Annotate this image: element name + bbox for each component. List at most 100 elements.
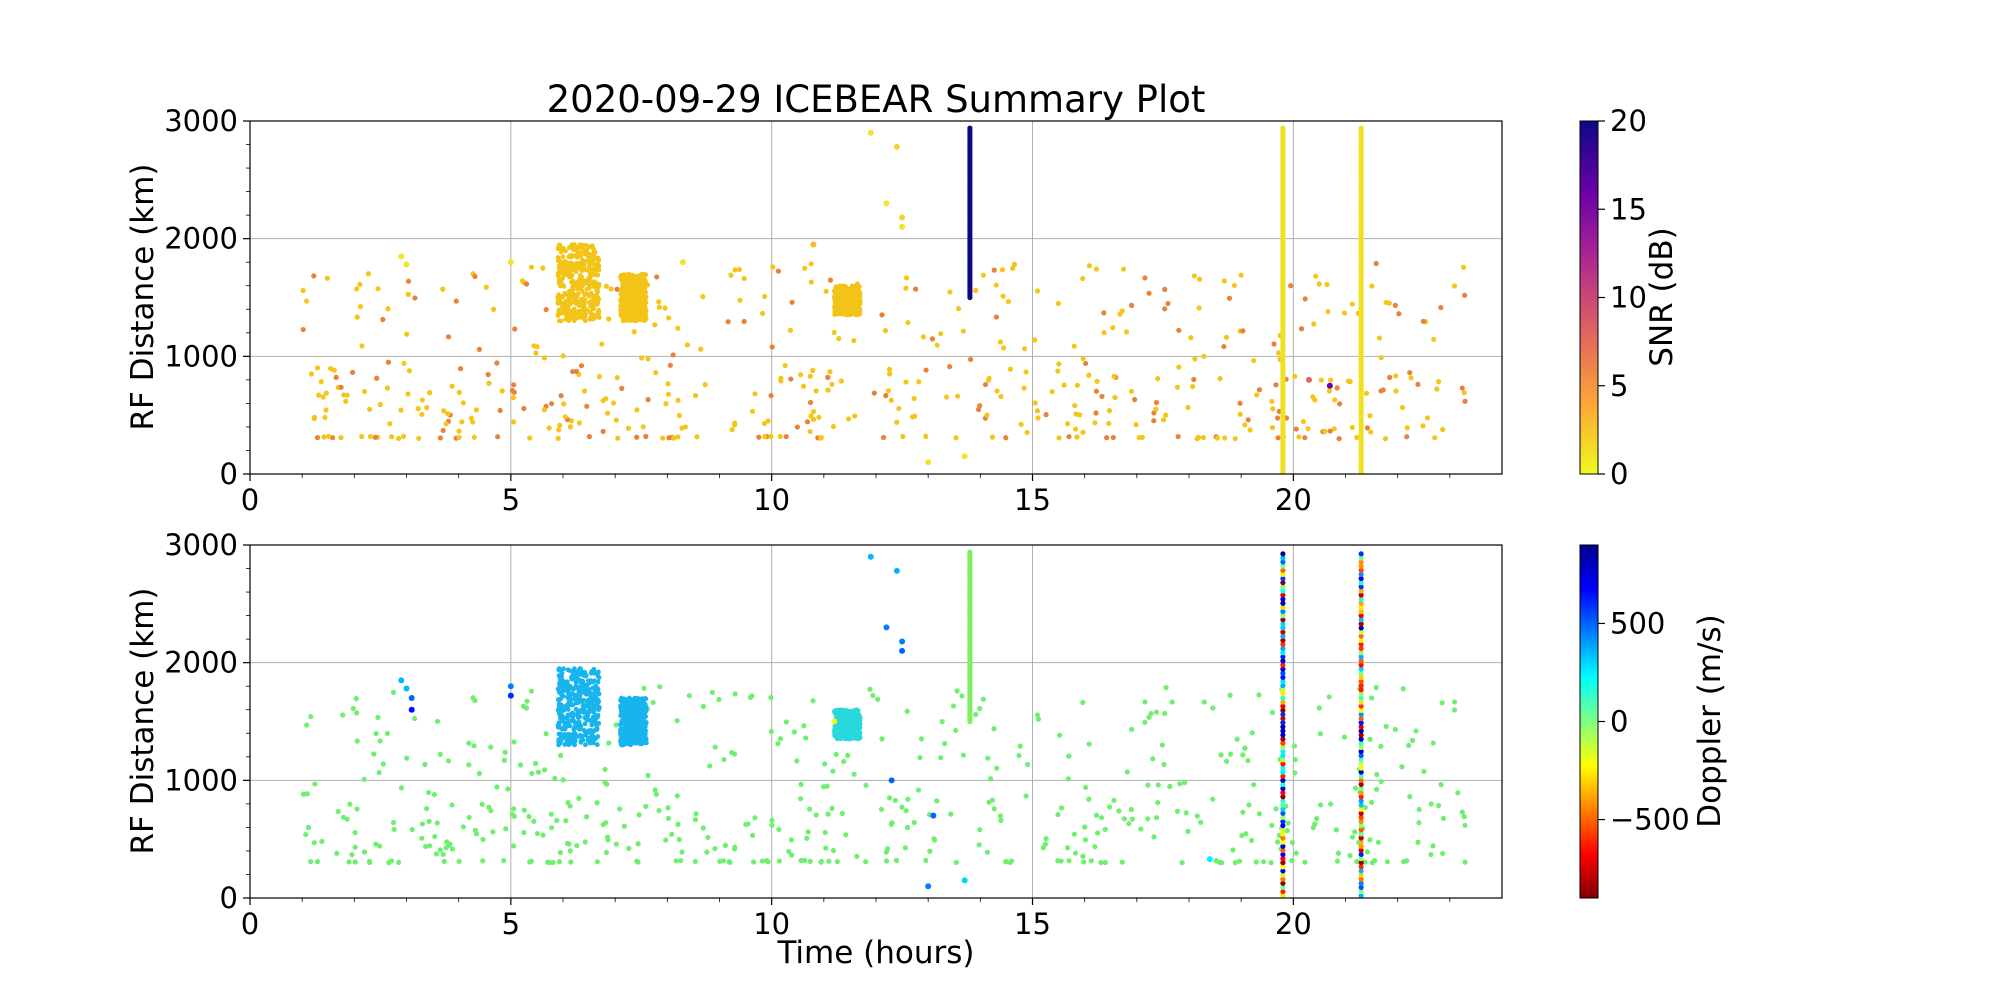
echo-point — [693, 811, 699, 817]
cluster-point — [591, 251, 597, 257]
echo-point — [670, 352, 676, 358]
echo-point — [1368, 799, 1375, 805]
streak-point — [1280, 662, 1286, 668]
echo-point — [910, 414, 916, 420]
echo-point — [1223, 758, 1230, 764]
echo-point — [1289, 858, 1295, 864]
streak-point — [1280, 872, 1286, 878]
streak-point — [1280, 584, 1286, 590]
cluster-point — [584, 682, 590, 688]
echo-point — [1289, 839, 1295, 846]
streak-point — [1280, 757, 1286, 763]
echo-point — [1440, 426, 1446, 433]
echo-point — [1191, 376, 1197, 383]
data-point — [899, 647, 906, 654]
echo-point — [1080, 429, 1086, 435]
echo-point — [1420, 318, 1426, 324]
echo-point — [511, 806, 517, 812]
echo-point — [1242, 745, 1248, 751]
echo-point — [1023, 793, 1029, 799]
streak-point — [1280, 125, 1286, 131]
echo-point — [686, 693, 692, 699]
echo-point — [1434, 386, 1440, 392]
echo-point — [380, 316, 386, 323]
data-point — [1206, 856, 1213, 863]
echo-point — [1435, 803, 1442, 809]
echo-point — [1174, 808, 1181, 814]
streak-point — [1358, 691, 1364, 697]
cluster-point — [837, 707, 843, 713]
streak-point — [1358, 555, 1364, 561]
echo-point — [1133, 422, 1139, 428]
echo-point — [1098, 815, 1105, 821]
echo-point — [984, 849, 990, 855]
echo-point — [883, 393, 889, 399]
cluster-point — [566, 314, 572, 320]
echo-point — [617, 806, 623, 812]
echo-point — [904, 708, 910, 714]
echo-point — [576, 420, 583, 426]
echo-point — [405, 291, 411, 297]
echo-point — [1101, 330, 1107, 336]
echo-point — [918, 736, 925, 742]
echo-point — [1032, 337, 1038, 343]
cluster-point — [855, 720, 861, 726]
streak-point — [1280, 575, 1286, 582]
streak-point — [1280, 728, 1286, 734]
echo-point — [1428, 801, 1434, 807]
echo-point — [1435, 379, 1442, 385]
echo-point — [502, 749, 508, 755]
streak-point — [1358, 847, 1364, 853]
echo-point — [1408, 375, 1414, 381]
echo-point — [466, 762, 472, 768]
echo-point — [884, 846, 891, 852]
echo-point — [1074, 434, 1080, 440]
cluster-point — [587, 709, 592, 715]
echo-point — [1232, 436, 1238, 442]
streak-point — [1358, 802, 1364, 808]
cluster-point — [643, 696, 649, 702]
echo-point — [899, 804, 905, 810]
cluster-point — [580, 263, 586, 268]
cluster-point — [632, 284, 638, 290]
echo-point — [700, 294, 706, 300]
echo-point — [304, 722, 310, 728]
echo-point — [1396, 311, 1402, 317]
echo-point — [652, 322, 658, 328]
echo-point — [1367, 413, 1373, 419]
echo-point — [1221, 343, 1227, 350]
y-axis-label-doppler: RF Distance (km) — [125, 588, 161, 855]
cluster-point — [633, 288, 639, 294]
cluster-point — [590, 692, 596, 698]
echo-point — [1352, 785, 1359, 791]
echo-point — [731, 422, 738, 428]
echo-point — [1440, 850, 1446, 857]
echo-point — [419, 397, 425, 403]
streak-point — [1358, 596, 1364, 602]
echo-point — [947, 364, 953, 370]
streak-point — [1280, 839, 1286, 845]
echo-point — [1071, 343, 1077, 349]
streak-point — [1358, 831, 1364, 837]
echo-point — [510, 843, 517, 849]
echo-point — [621, 823, 627, 829]
echo-point — [1256, 692, 1262, 698]
cluster-point — [584, 308, 590, 314]
cluster-point — [627, 712, 633, 718]
cluster-point — [556, 724, 561, 730]
echo-point — [854, 853, 860, 859]
cluster-point — [850, 713, 856, 718]
echo-point — [1374, 771, 1380, 778]
echo-point — [327, 366, 334, 372]
echo-point — [1099, 393, 1105, 400]
streak-point — [1280, 880, 1286, 886]
cluster-point — [643, 729, 648, 734]
echo-point — [503, 826, 509, 832]
data-point — [398, 677, 405, 684]
echo-point — [600, 428, 606, 435]
echo-point — [541, 767, 548, 773]
echo-point — [920, 334, 926, 340]
cluster-point — [594, 722, 600, 728]
streak-point — [1358, 588, 1364, 594]
echo-point — [794, 758, 800, 764]
